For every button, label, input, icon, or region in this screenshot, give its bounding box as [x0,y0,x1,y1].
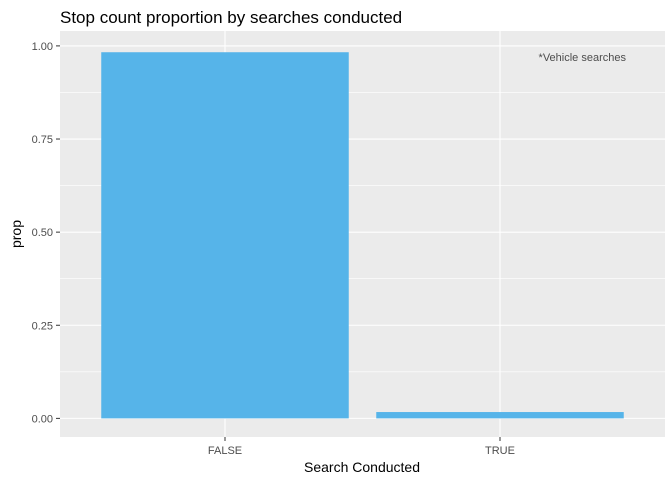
x-axis-title: Search Conducted [304,459,420,475]
y-tick-label: 0.50 [32,227,53,239]
y-tick-label: 0.00 [32,413,53,425]
bars [101,52,624,419]
chart-title: Stop count proportion by searches conduc… [60,8,402,27]
y-tick-label: 1.00 [32,41,53,53]
y-axis-title: prop [8,220,24,248]
y-tick-label: 0.25 [32,320,53,332]
bar-true [376,412,624,419]
y-tick-label: 0.75 [32,134,53,146]
x-tick-label: FALSE [208,445,242,457]
annotation-text: *Vehicle searches [539,52,627,64]
x-tick-label: TRUE [485,445,515,457]
y-axis: 0.00 0.25 0.50 0.75 1.00 [32,41,60,425]
x-axis: FALSE TRUE [208,437,515,457]
bar-false [101,52,349,419]
